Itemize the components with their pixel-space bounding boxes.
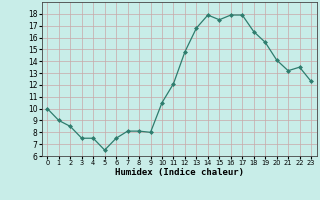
X-axis label: Humidex (Indice chaleur): Humidex (Indice chaleur)	[115, 168, 244, 177]
